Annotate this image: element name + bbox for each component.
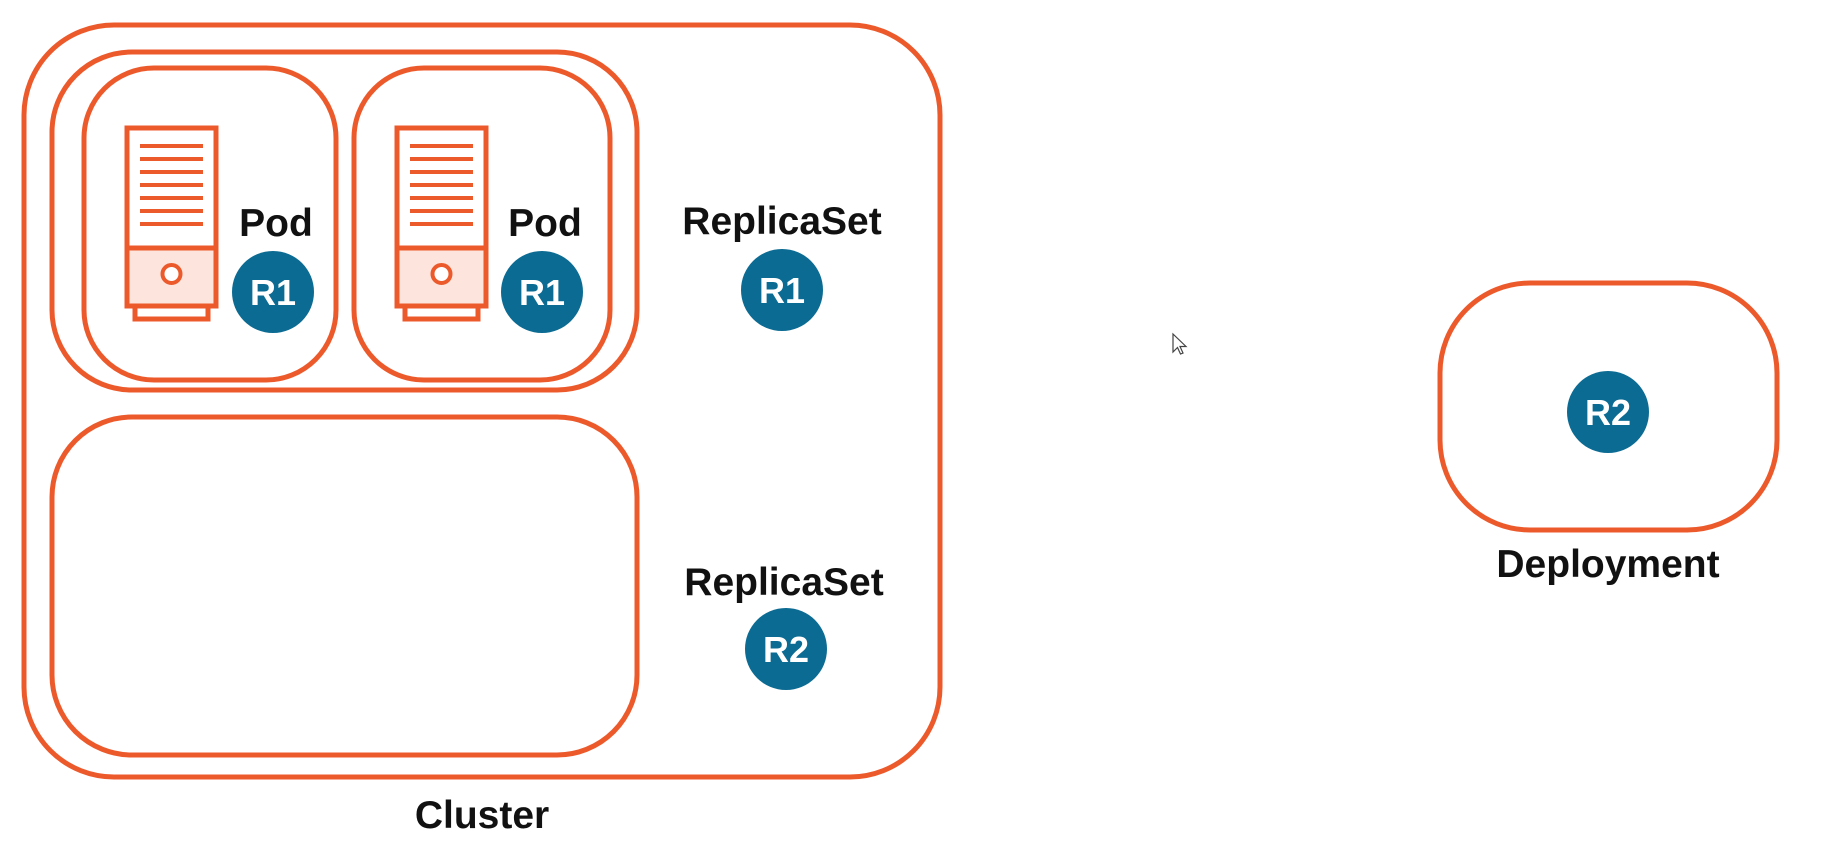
replicaset-r1-frame: [49, 49, 640, 393]
cluster-label: Cluster: [415, 794, 549, 837]
pod-1-label: Pod: [239, 202, 313, 245]
replicaset-r2: ReplicaSet R2: [684, 561, 884, 690]
replicaset-r1: ReplicaSet R1: [682, 200, 882, 331]
pod-1-frame: [81, 65, 339, 383]
replicaset-r2-badge: R2: [745, 608, 827, 690]
replicaset-r1-badge: R1: [741, 249, 823, 331]
pod-2-badge-text: R1: [519, 272, 565, 313]
pod-2-frame: [351, 65, 613, 383]
server-icon: [124, 125, 219, 322]
deployment-label: Deployment: [1496, 543, 1719, 586]
pod-1-badge-text: R1: [250, 272, 296, 313]
replicaset-r1-badge-text: R1: [759, 270, 805, 311]
server-icon: [394, 125, 489, 322]
replicaset-r2-frame: [49, 414, 640, 758]
pod-2-label: Pod: [508, 202, 582, 245]
replicaset-r2-badge-text: R2: [763, 629, 809, 670]
pod-2-badge: R1: [501, 251, 583, 333]
pod-1-badge: R1: [232, 251, 314, 333]
mouse-cursor-icon: [1172, 332, 1188, 355]
deployment-badge-text: R2: [1585, 392, 1631, 433]
replicaset-r2-label: ReplicaSet: [684, 561, 883, 604]
pod-2: Pod R1: [351, 65, 613, 383]
deployment-frame: [1437, 280, 1780, 533]
replicaset-r1-label: ReplicaSet: [682, 200, 881, 243]
cluster-frame: [21, 22, 943, 780]
deployment: R2 Deployment: [1437, 280, 1780, 586]
deployment-badge: R2: [1567, 371, 1649, 453]
pod-1: Pod R1: [81, 65, 339, 383]
